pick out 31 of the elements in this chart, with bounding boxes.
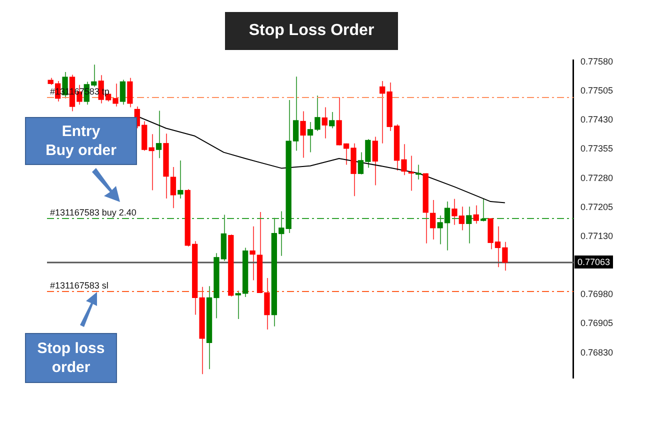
annotation: Stop loss order xyxy=(25,333,117,383)
candlestick xyxy=(430,200,436,240)
y-tick-label: 0.77580 xyxy=(580,56,614,66)
ref-line-label: 0.77063 xyxy=(577,256,610,267)
ref-line-label: #131167583 sl xyxy=(50,280,108,290)
candlestick xyxy=(250,226,256,281)
y-tick-label: 0.77280 xyxy=(580,172,614,183)
y-tick-label: 0.77355 xyxy=(580,144,614,154)
y-tick-label: 0.77205 xyxy=(580,202,614,212)
annotation: Entry Buy order xyxy=(25,117,137,165)
candlestick xyxy=(178,160,184,199)
candlestick xyxy=(408,155,414,192)
candlestick xyxy=(329,111,335,129)
candlestick xyxy=(170,166,176,209)
candlestick xyxy=(156,110,162,159)
candlestick xyxy=(473,204,479,224)
ref-line-label: #131167583 buy 2.40 xyxy=(50,207,136,218)
chart-title: Stop Loss Order xyxy=(225,12,398,50)
y-tick-label: 0.76830 xyxy=(580,347,614,358)
candlestick xyxy=(466,206,472,244)
candlestick xyxy=(322,106,328,139)
y-tick-label: 0.77430 xyxy=(580,114,614,125)
y-tick-label: 0.76905 xyxy=(580,318,614,328)
y-tick-label: 0.77505 xyxy=(580,86,614,96)
candlestick xyxy=(300,110,306,158)
y-tick-label: 0.76980 xyxy=(580,289,614,300)
candlestick xyxy=(127,77,133,108)
y-tick-label: 0.77130 xyxy=(580,230,614,241)
candlestick xyxy=(120,79,126,106)
candlestick xyxy=(480,198,486,222)
candlestick xyxy=(372,136,378,186)
